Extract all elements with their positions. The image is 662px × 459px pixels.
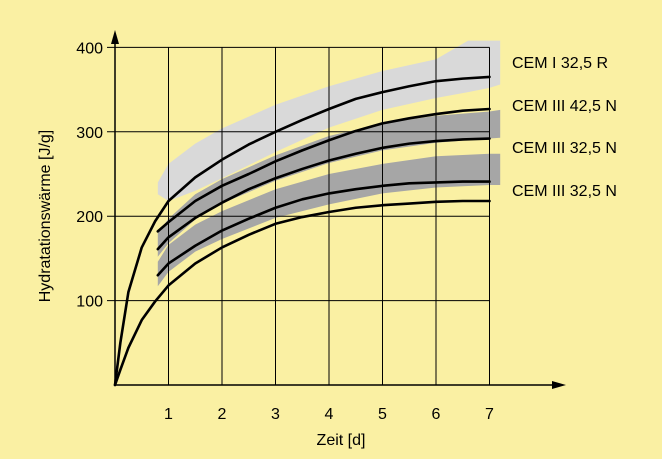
series-line-3 — [156, 137, 491, 251]
scatter-band-3 — [157, 153, 501, 287]
x-tick-label-6: 6 — [432, 406, 441, 423]
series-line-5 — [113, 199, 491, 387]
series-label-2: CEM III 42,5 N — [512, 98, 617, 115]
y-tick-label-200: 200 — [76, 209, 103, 226]
x-tick-label-2: 2 — [218, 406, 227, 423]
series-line-4 — [156, 180, 491, 277]
series-layer — [113, 75, 491, 387]
x-axis-arrow — [552, 381, 566, 389]
x-tick-label-4: 4 — [325, 406, 334, 423]
y-axis-arrow — [111, 30, 119, 44]
series-label-4: CEM III 32,5 N — [512, 183, 617, 200]
x-tick-label-3: 3 — [271, 406, 280, 423]
axes-layer — [111, 30, 566, 389]
x-tick-label-5: 5 — [378, 406, 387, 423]
y-tick-label-400: 400 — [76, 40, 103, 57]
y-tick-label-300: 300 — [76, 125, 103, 142]
series-line-2 — [156, 107, 491, 233]
x-tick-label-7: 7 — [485, 406, 494, 423]
grid-layer — [107, 46, 490, 385]
y-axis-label: Hydratationswärme [J/g] — [37, 130, 54, 303]
x-tick-label-1: 1 — [164, 406, 173, 423]
series-label-1: CEM I 32,5 R — [512, 55, 608, 72]
series-label-3: CEM III 32,5 N — [512, 140, 617, 157]
x-axis-label: Zeit [d] — [317, 432, 366, 449]
tick-layer: 100 200 300 400 1 2 3 4 5 6 7 — [76, 40, 494, 423]
series-line-1 — [113, 75, 491, 387]
series-label-layer: CEM I 32,5 R CEM III 42,5 N CEM III 32,5 N… — [512, 55, 617, 200]
y-tick-label-100: 100 — [76, 294, 103, 311]
